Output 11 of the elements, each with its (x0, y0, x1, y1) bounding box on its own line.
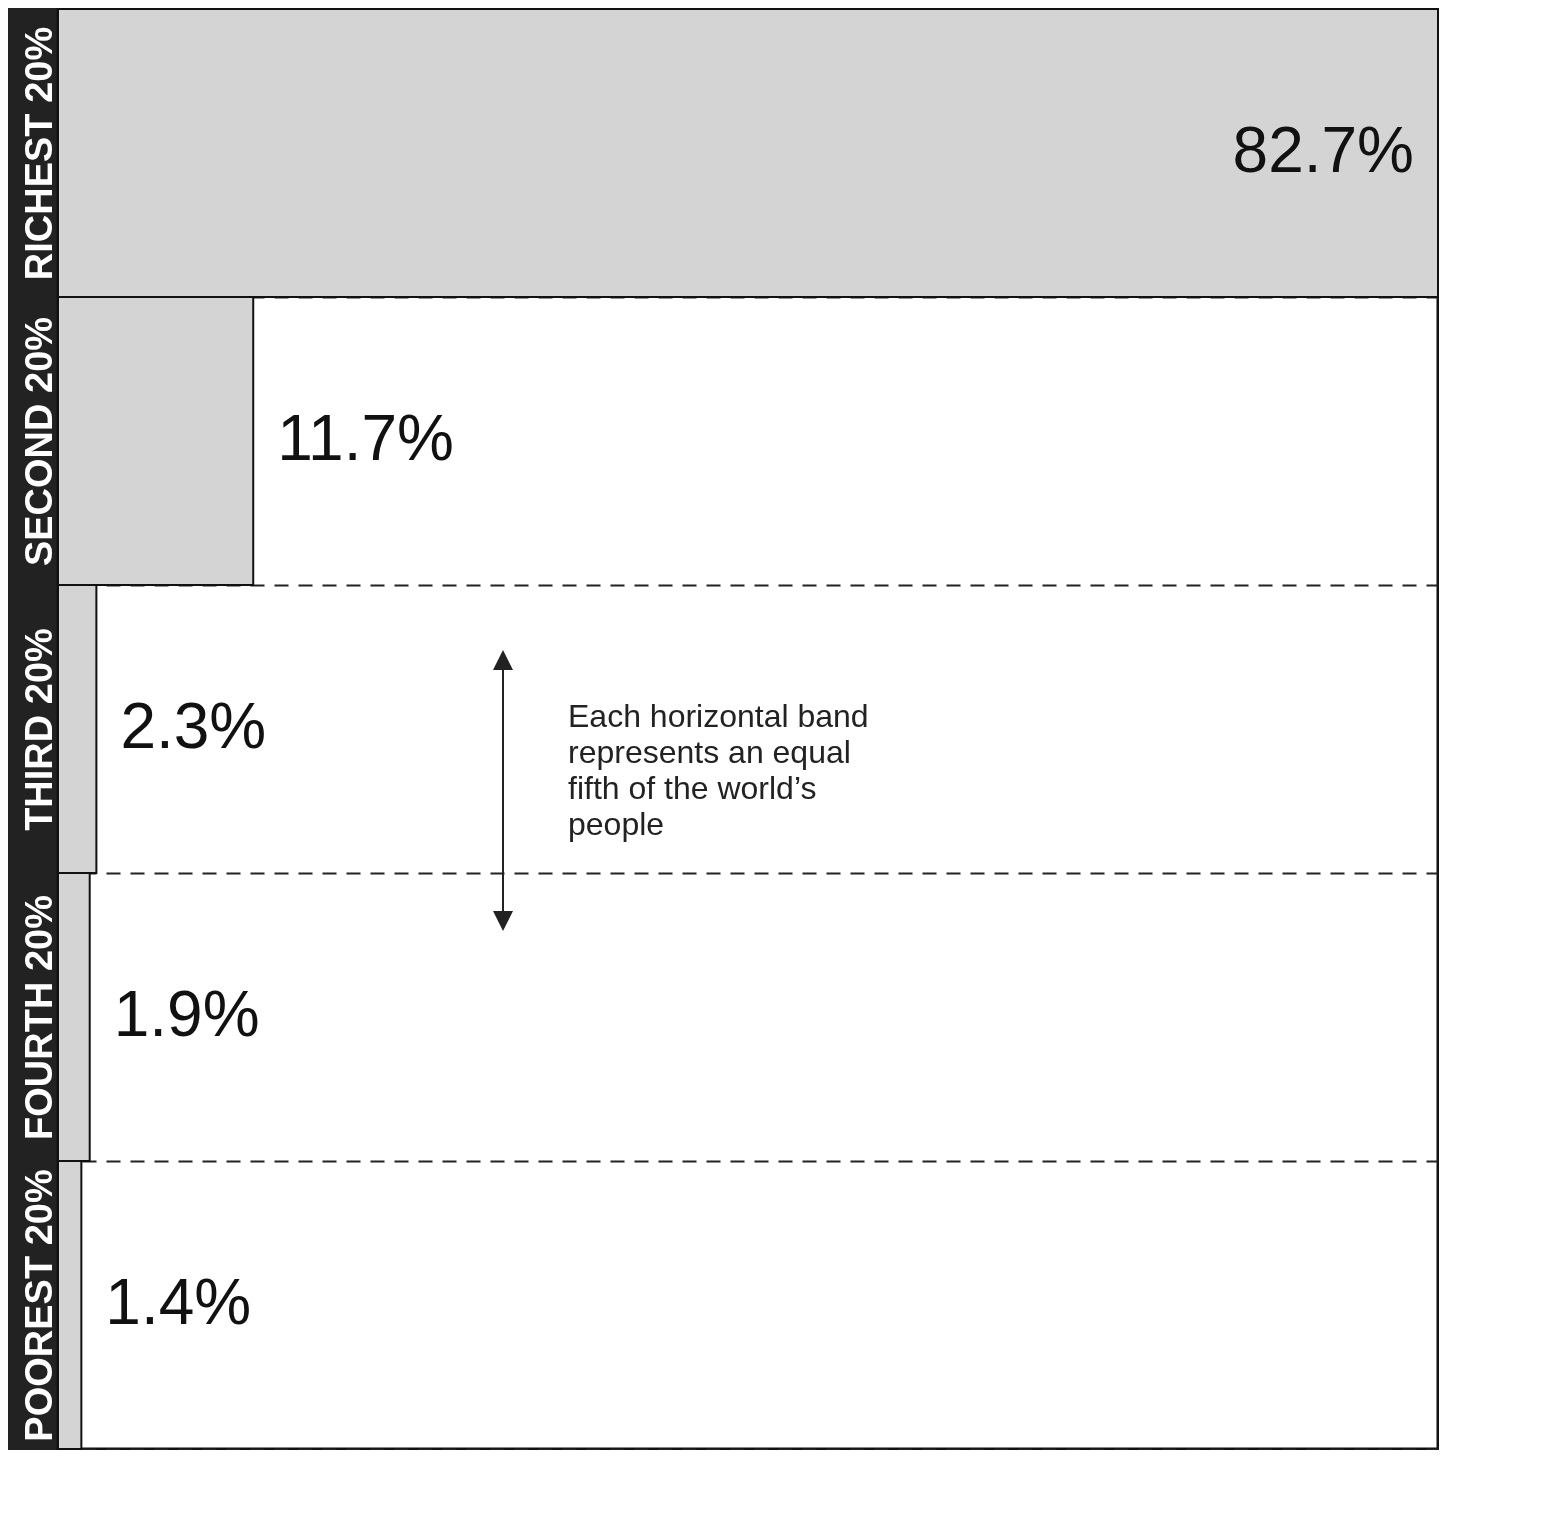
annotation: Each horizontal band represents an equal fifth of the world’s people (568, 698, 870, 842)
data-label: 1.9% (113, 978, 260, 1050)
data-label: 11.7% (277, 402, 454, 474)
data-label: 1.4% (105, 1266, 252, 1338)
y-tick-label: SECOND 20% (17, 316, 60, 567)
y-tick-label: RICHEST 20% (17, 26, 60, 281)
y-tick-label: FOURTH 20% (17, 895, 60, 1140)
y-tick-label: THIRD 20% (17, 628, 60, 831)
data-label: 82.7% (1232, 114, 1414, 186)
data-label: 2.3% (120, 690, 267, 762)
y-tick-label: POOREST 20% (17, 1169, 60, 1442)
